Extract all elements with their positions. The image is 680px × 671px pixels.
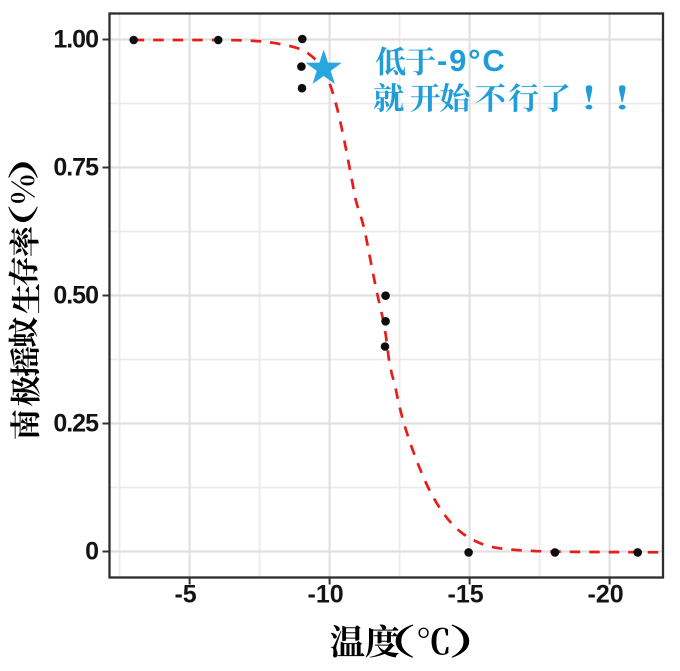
svg-text:0.75: 0.75 xyxy=(53,154,99,182)
svg-text:0.25: 0.25 xyxy=(53,410,99,438)
svg-text:-5: -5 xyxy=(174,581,196,609)
svg-text:1.00: 1.00 xyxy=(53,26,98,54)
svg-text:0: 0 xyxy=(85,538,98,566)
svg-text:-10: -10 xyxy=(308,581,344,609)
svg-text:-20: -20 xyxy=(588,581,624,609)
svg-text:-15: -15 xyxy=(448,581,484,609)
svg-text:-9°C: -9°C xyxy=(437,43,507,78)
svg-text:0.50: 0.50 xyxy=(53,282,98,310)
